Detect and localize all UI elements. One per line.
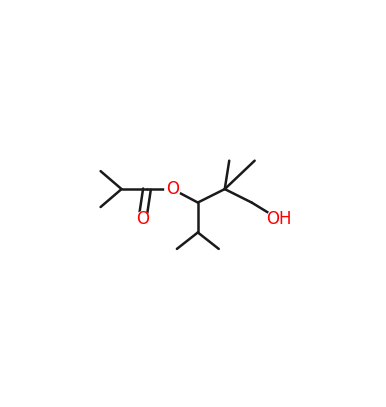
Text: O: O	[136, 210, 149, 228]
Text: OH: OH	[266, 210, 291, 228]
Text: O: O	[166, 180, 179, 198]
